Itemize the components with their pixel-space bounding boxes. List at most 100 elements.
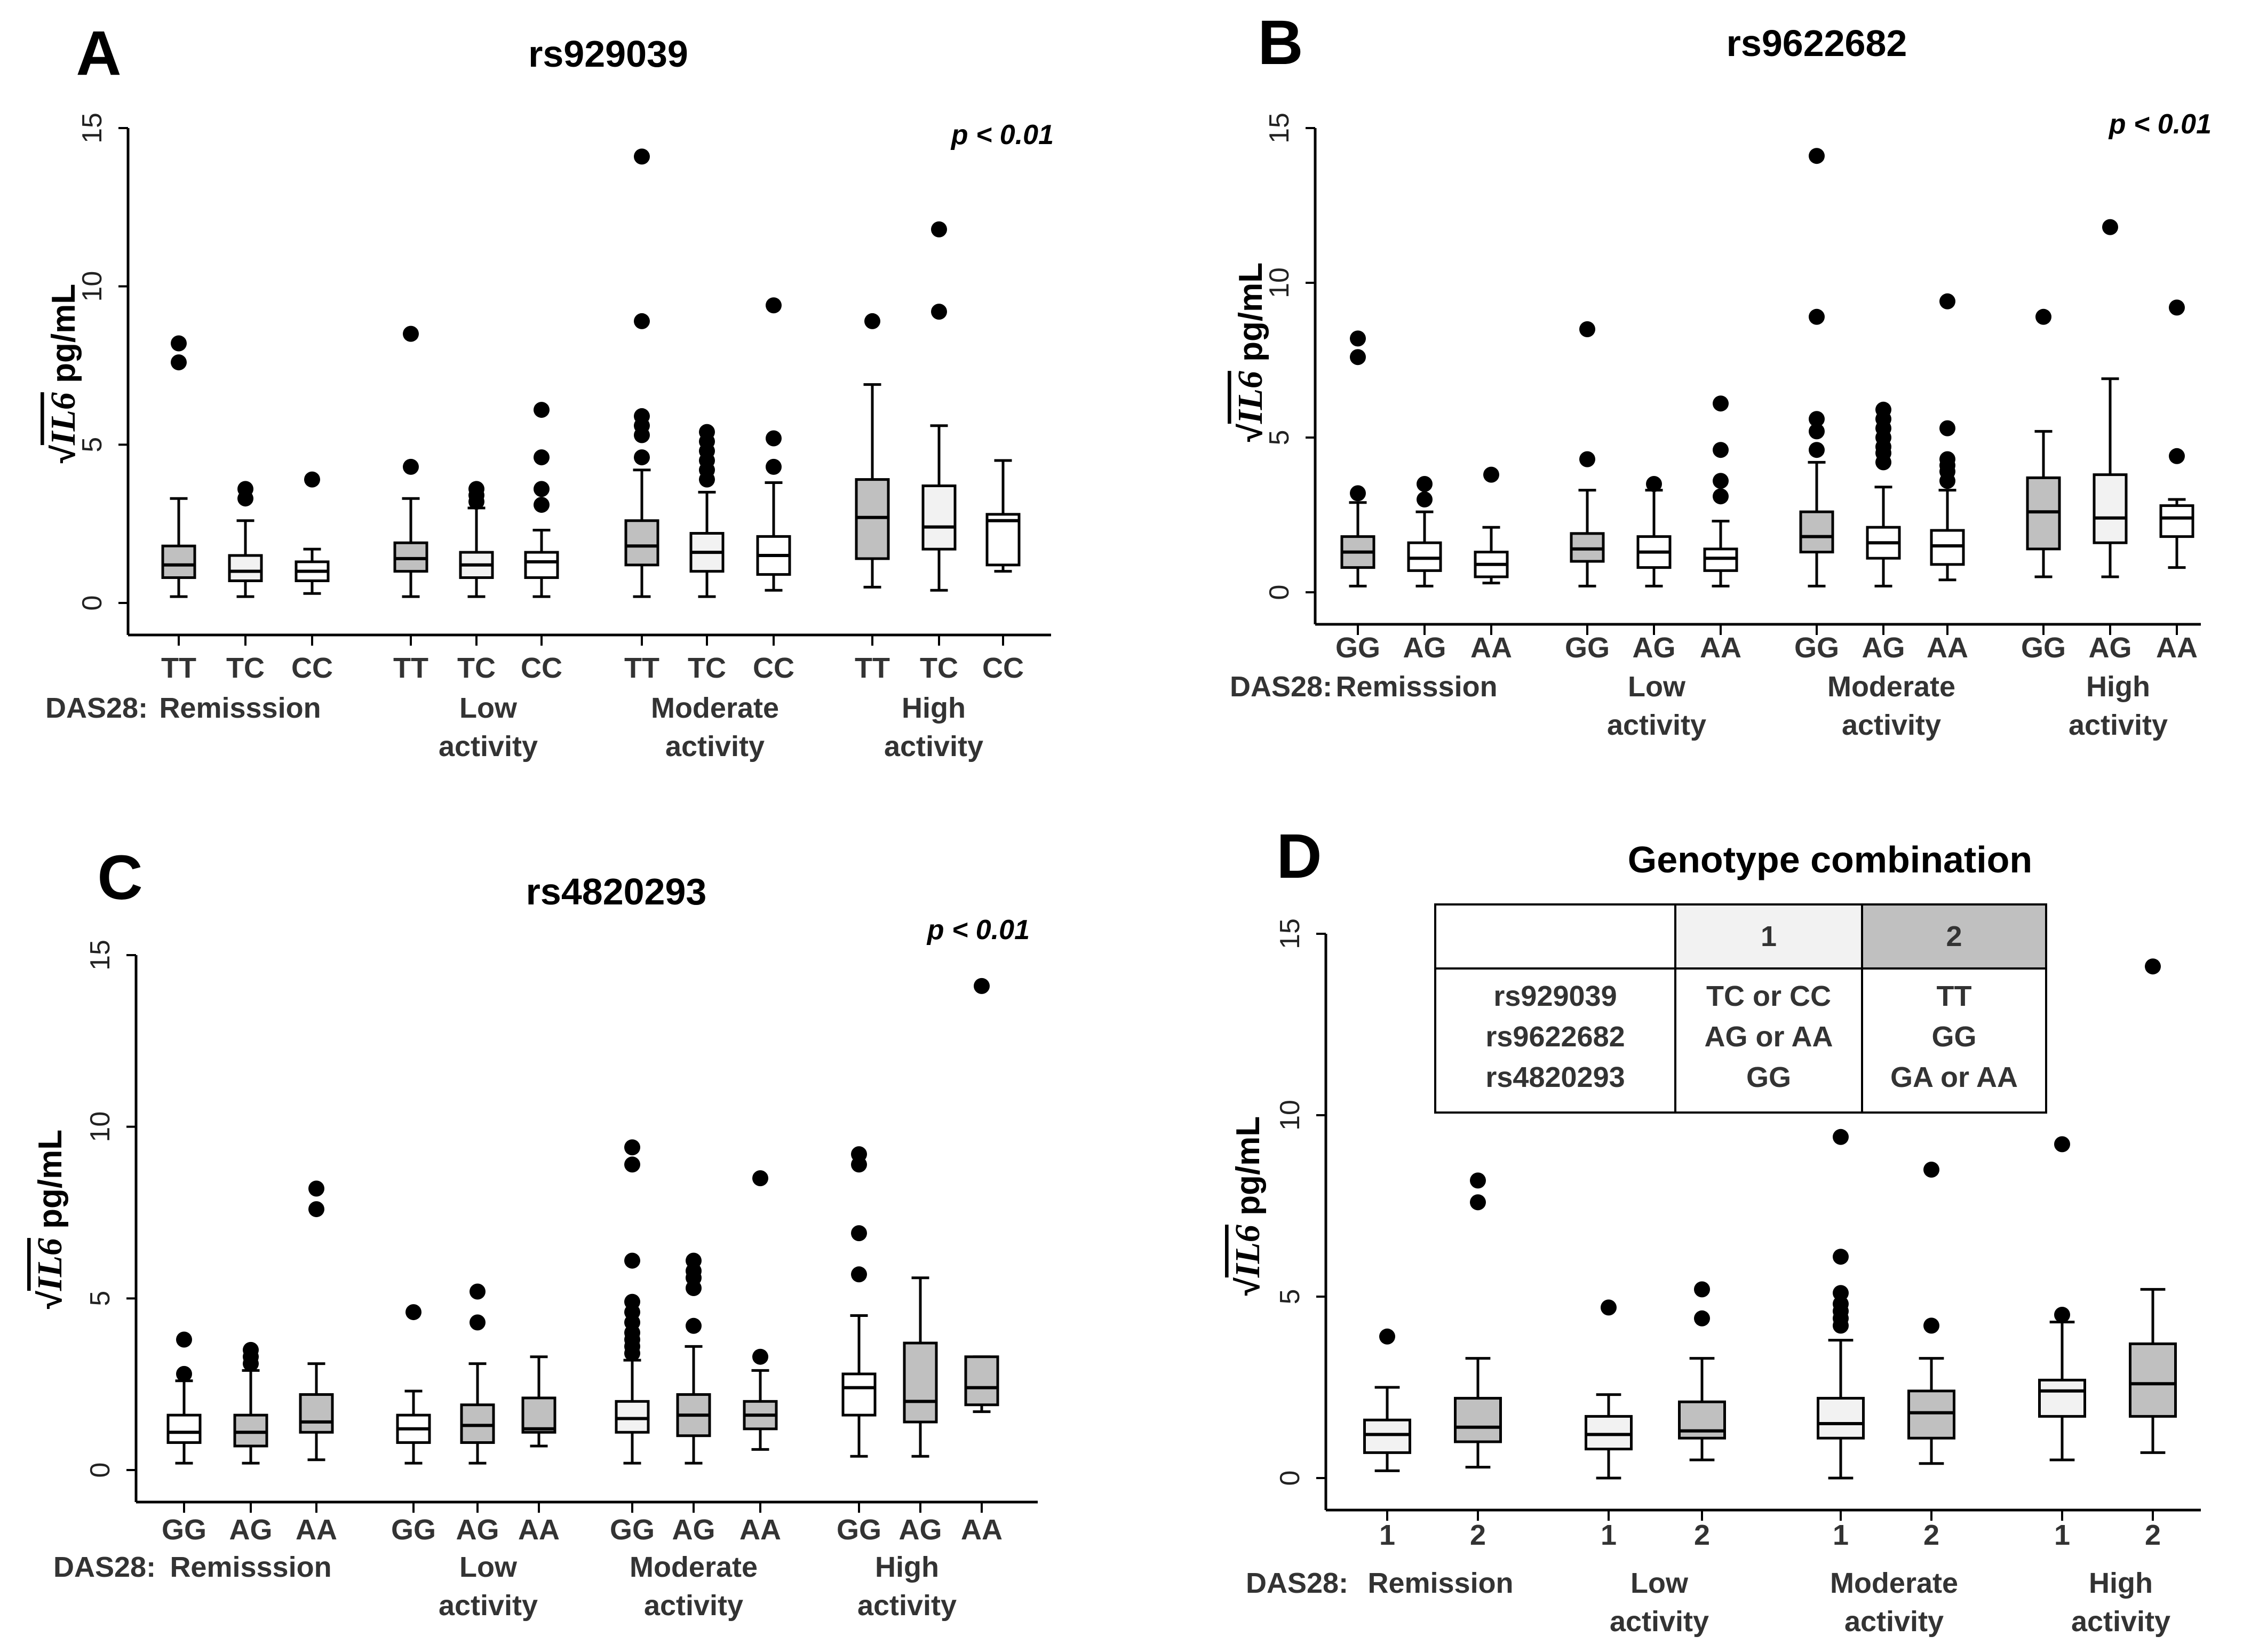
outlier-point (2169, 299, 2185, 316)
chart-title: rs4820293 (526, 871, 707, 912)
table-header-cell (1434, 903, 1676, 970)
outlier-point (1809, 308, 1825, 325)
y-tick-label: 5 (1264, 430, 1295, 446)
outlier-point (1646, 476, 1662, 492)
category-label: GG (1565, 632, 1610, 664)
outlier-point (634, 408, 650, 424)
group-label: High (2089, 1567, 2153, 1599)
outlier-point (1350, 349, 1366, 366)
outlier-point (1833, 1129, 1849, 1145)
box-1 (1363, 1328, 1411, 1472)
outlier-point (1694, 1310, 1710, 1327)
group-label: activity (1844, 1606, 1944, 1638)
sqrt-symbol: √ (45, 444, 82, 463)
box-AA (1703, 395, 1738, 587)
group-label: activity (439, 1590, 538, 1622)
iqr-box (2159, 504, 2194, 538)
box-2 (1678, 1281, 1726, 1462)
y-tick-label: 0 (1275, 1471, 1306, 1486)
box-1 (2038, 1136, 2086, 1462)
outlier-point (2102, 219, 2118, 235)
y-axis-variable: IL6 (1228, 1225, 1267, 1278)
iqr-box (460, 1403, 495, 1444)
outlier-point (1713, 395, 1729, 412)
table-body-cell (1434, 967, 1676, 1114)
category-label: 2 (2145, 1519, 2161, 1551)
outlier-point (1417, 491, 1433, 507)
outlier-point (534, 481, 550, 497)
table-cell-text: rs9622682 (1485, 1021, 1625, 1053)
outlier-point (1809, 442, 1825, 458)
group-label: Remission (1367, 1567, 1513, 1599)
box-AA (743, 1170, 778, 1451)
category-label: AA (739, 1514, 781, 1546)
y-axis-label: √IL6 pg/mL (1231, 263, 1270, 442)
outlier-point (686, 1252, 702, 1269)
category-label: GG (610, 1514, 655, 1546)
outlier-point (851, 1146, 867, 1163)
box-GG (396, 1304, 431, 1465)
category-label: GG (162, 1514, 206, 1546)
iqr-box (2038, 1378, 2086, 1418)
y-axis-variable: IL6 (30, 1238, 69, 1291)
box-TT (855, 313, 890, 589)
outlier-point (176, 1331, 192, 1348)
outlier-point (1939, 451, 1955, 467)
iqr-box (521, 1396, 556, 1434)
outlier-point (405, 1304, 421, 1321)
outlier-point (1713, 488, 1729, 505)
group-label: Moderate (1827, 671, 1955, 703)
box-AA (2159, 299, 2194, 569)
outlier-point (534, 402, 550, 418)
outlier-point (634, 449, 650, 466)
category-label: GG (1335, 632, 1380, 664)
table-body-cell (1861, 967, 2047, 1114)
y-axis-label: √IL6 pg/mL (44, 284, 83, 463)
category-label: 1 (1379, 1519, 1395, 1551)
box-GG (1799, 148, 1834, 587)
group-label: Remisssion (159, 692, 321, 724)
group-label: Moderate (630, 1551, 758, 1583)
group-label: Low (1630, 1567, 1689, 1599)
group-label: Moderate (1830, 1567, 1958, 1599)
iqr-box (299, 1393, 334, 1434)
genotype-table: 1 2 rs929039 TC or CC TT rs9622682 AG or AA GG r… (1434, 903, 2047, 1114)
table-cell-text: GG (1746, 1061, 1791, 1093)
outlier-point (1923, 1317, 1939, 1334)
y-tick-label: 15 (1264, 113, 1295, 144)
group-label: activity (2071, 1606, 2170, 1638)
box-CC (524, 402, 559, 598)
box-2 (2129, 958, 2177, 1454)
chart-title: rs929039 (528, 33, 688, 75)
category-label: GG (391, 1514, 436, 1546)
outlier-point (2054, 1136, 2070, 1153)
outlier-point (468, 481, 484, 497)
sqrt-symbol: √ (32, 1290, 69, 1309)
das28-label: DAS28: (1230, 671, 1332, 703)
category-label: AG (899, 1514, 942, 1546)
box-GG (841, 1146, 877, 1458)
category-label: AG (672, 1514, 715, 1546)
panel-letter: A (76, 18, 121, 89)
outlier-point (851, 1225, 867, 1242)
outlier-point (1483, 466, 1499, 483)
box-TT (393, 325, 428, 598)
box-TC (921, 221, 957, 592)
category-label: CC (753, 652, 794, 684)
box-TC (228, 481, 263, 598)
y-axis-unit: pg/mL (1230, 1116, 1267, 1225)
group-label: Moderate (651, 692, 779, 724)
outlier-point (752, 1170, 768, 1187)
y-axis-variable: IL6 (1231, 371, 1270, 424)
iqr-box (1363, 1418, 1411, 1454)
outlier-point (237, 481, 253, 497)
table-cell-text: TT (1937, 980, 1972, 1012)
outlier-point (1939, 293, 1955, 309)
category-label: GG (837, 1514, 881, 1546)
outlier-point (304, 471, 320, 488)
iqr-box (841, 1372, 877, 1417)
iqr-box (1907, 1389, 1955, 1440)
